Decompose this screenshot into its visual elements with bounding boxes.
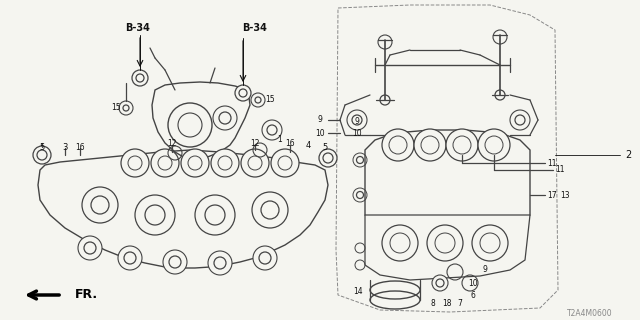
Circle shape [132, 70, 148, 86]
Text: 16: 16 [285, 139, 295, 148]
Circle shape [382, 129, 414, 161]
Polygon shape [365, 215, 530, 280]
Circle shape [82, 187, 118, 223]
Circle shape [235, 85, 251, 101]
Text: T2A4M0600: T2A4M0600 [567, 308, 613, 317]
Text: 6: 6 [470, 291, 476, 300]
Circle shape [151, 149, 179, 177]
Text: 9: 9 [483, 266, 488, 275]
Text: 17: 17 [547, 190, 557, 199]
Circle shape [78, 236, 102, 260]
Text: 9: 9 [317, 116, 323, 124]
Circle shape [168, 103, 212, 147]
Text: 10: 10 [468, 278, 478, 287]
Circle shape [253, 246, 277, 270]
Circle shape [472, 225, 508, 261]
Text: 8: 8 [431, 299, 435, 308]
Text: 11: 11 [547, 158, 557, 167]
Text: 7: 7 [458, 299, 463, 308]
Text: 3: 3 [62, 142, 68, 151]
Text: 14: 14 [353, 287, 363, 297]
Circle shape [382, 225, 418, 261]
Circle shape [211, 149, 239, 177]
Circle shape [427, 225, 463, 261]
Polygon shape [365, 130, 530, 235]
Text: 18: 18 [442, 299, 452, 308]
Circle shape [241, 149, 269, 177]
Circle shape [446, 129, 478, 161]
Text: 11: 11 [556, 165, 564, 174]
Circle shape [252, 192, 288, 228]
Text: FR.: FR. [75, 289, 98, 301]
Circle shape [478, 129, 510, 161]
Circle shape [208, 251, 232, 275]
Text: 12: 12 [250, 139, 260, 148]
Circle shape [271, 149, 299, 177]
Text: 9: 9 [355, 117, 360, 126]
Text: 15: 15 [111, 102, 121, 111]
Circle shape [121, 149, 149, 177]
Circle shape [319, 149, 337, 167]
Text: 1: 1 [278, 135, 282, 145]
Text: 10: 10 [315, 129, 325, 138]
Circle shape [181, 149, 209, 177]
Circle shape [163, 250, 187, 274]
Text: 4: 4 [305, 140, 310, 149]
Text: 10: 10 [352, 129, 362, 138]
Circle shape [135, 195, 175, 235]
Text: 16: 16 [75, 142, 85, 151]
Text: 5: 5 [323, 142, 328, 151]
Text: B-34: B-34 [243, 23, 268, 33]
Text: 5: 5 [40, 142, 45, 151]
Circle shape [118, 246, 142, 270]
Text: B-34: B-34 [125, 23, 150, 33]
Circle shape [33, 146, 51, 164]
Text: 12: 12 [167, 139, 177, 148]
Circle shape [414, 129, 446, 161]
Circle shape [195, 195, 235, 235]
Text: 15: 15 [265, 95, 275, 105]
Circle shape [432, 275, 448, 291]
Text: 2: 2 [625, 150, 631, 160]
Text: 13: 13 [560, 190, 570, 199]
